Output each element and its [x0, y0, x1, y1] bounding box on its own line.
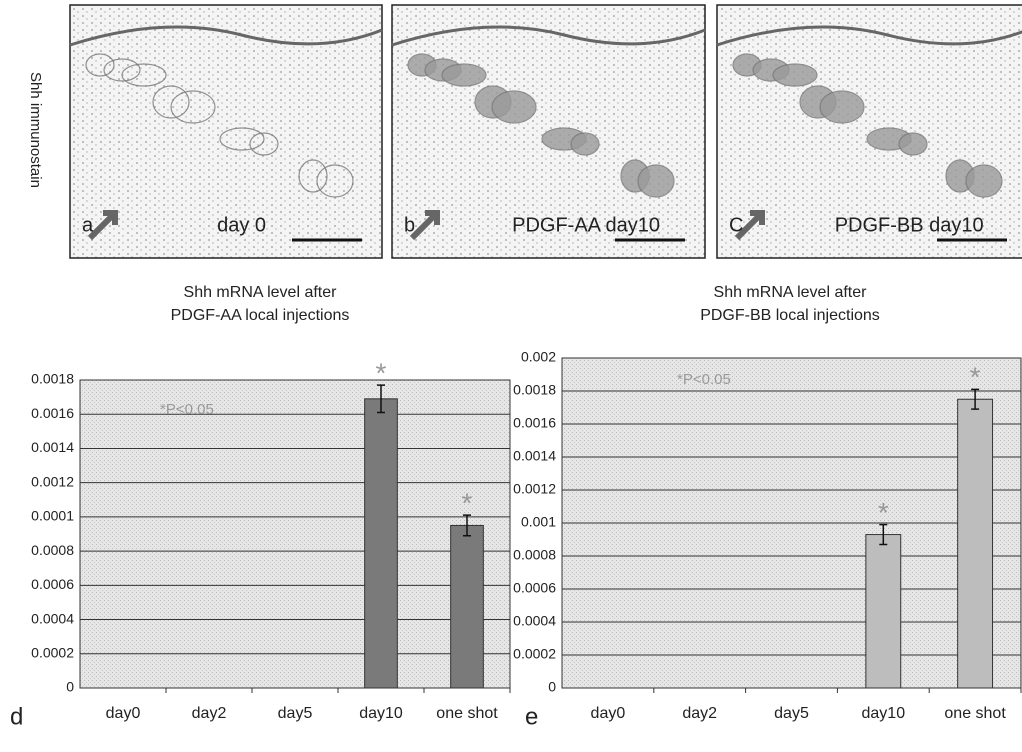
chart-title: Shh mRNA level after [714, 284, 868, 301]
y-tick-label: 0.0012 [31, 473, 74, 489]
plot-area [80, 380, 510, 688]
follicle [571, 133, 599, 155]
y-tick-label: 0.002 [521, 349, 556, 365]
side-label: Shh immunostain [27, 72, 44, 188]
y-tick-label: 0 [66, 679, 74, 695]
chart-title: PDGF-BB local injections [700, 307, 880, 324]
x-tick-label: day5 [278, 705, 313, 722]
panel-label: e [525, 703, 538, 730]
follicle [442, 64, 486, 86]
x-tick-label: day10 [359, 705, 403, 722]
y-tick-label: 0 [548, 679, 556, 695]
annotation: *P<0.05 [160, 401, 214, 418]
y-tick-label: 0.0004 [31, 610, 74, 626]
follicle [966, 165, 1002, 197]
x-tick-label: day0 [106, 705, 141, 722]
panel-label: d [10, 703, 23, 730]
chart-title: PDGF-AA local injections [171, 307, 350, 324]
significance-marker: * [376, 358, 387, 389]
y-tick-label: 0.0008 [31, 542, 74, 558]
significance-marker: * [878, 497, 889, 528]
x-tick-label: one shot [436, 705, 498, 722]
bar [958, 399, 993, 688]
follicle [899, 133, 927, 155]
y-tick-label: 0.0016 [513, 415, 556, 431]
y-tick-label: 0.0004 [513, 613, 556, 629]
x-tick-label: one shot [944, 705, 1006, 722]
y-tick-label: 0.0006 [513, 580, 556, 596]
y-tick-label: 0.0002 [513, 646, 556, 662]
panel-letter: b [404, 214, 415, 236]
follicle [638, 165, 674, 197]
chart-title: Shh mRNA level after [184, 284, 338, 301]
panel-caption: PDGF-BB day10 [835, 214, 984, 236]
follicle [773, 64, 817, 86]
panel-letter: C [729, 214, 743, 236]
y-tick-label: 0.0018 [31, 371, 74, 387]
x-tick-label: day2 [682, 705, 717, 722]
y-tick-label: 0.0002 [31, 644, 74, 660]
y-tick-label: 0.0008 [513, 547, 556, 563]
y-tick-label: 0.001 [521, 514, 556, 530]
bar [451, 525, 484, 688]
x-tick-label: day10 [862, 705, 906, 722]
x-tick-label: day2 [192, 705, 227, 722]
y-tick-label: 0.0014 [31, 439, 74, 455]
y-tick-label: 0.0006 [31, 576, 74, 592]
y-tick-label: 0.0012 [513, 481, 556, 497]
panel-letter: a [82, 214, 94, 236]
annotation: *P<0.05 [677, 371, 731, 388]
y-tick-label: 0.0001 [31, 508, 74, 524]
x-tick-label: day5 [774, 705, 809, 722]
bar [365, 399, 398, 688]
bar [866, 535, 901, 688]
figure: Shh immunostain a day 0 b PDGF-AA day10 C PDG… [0, 0, 1022, 752]
significance-marker: * [970, 362, 981, 393]
y-tick-label: 0.0018 [513, 382, 556, 398]
follicle [492, 91, 536, 123]
panel-caption: day 0 [217, 214, 266, 236]
y-tick-label: 0.0014 [513, 448, 556, 464]
y-tick-label: 0.0016 [31, 405, 74, 421]
x-tick-label: day0 [591, 705, 626, 722]
significance-marker: * [462, 488, 473, 519]
panel-caption: PDGF-AA day10 [512, 214, 660, 236]
follicle [820, 91, 864, 123]
